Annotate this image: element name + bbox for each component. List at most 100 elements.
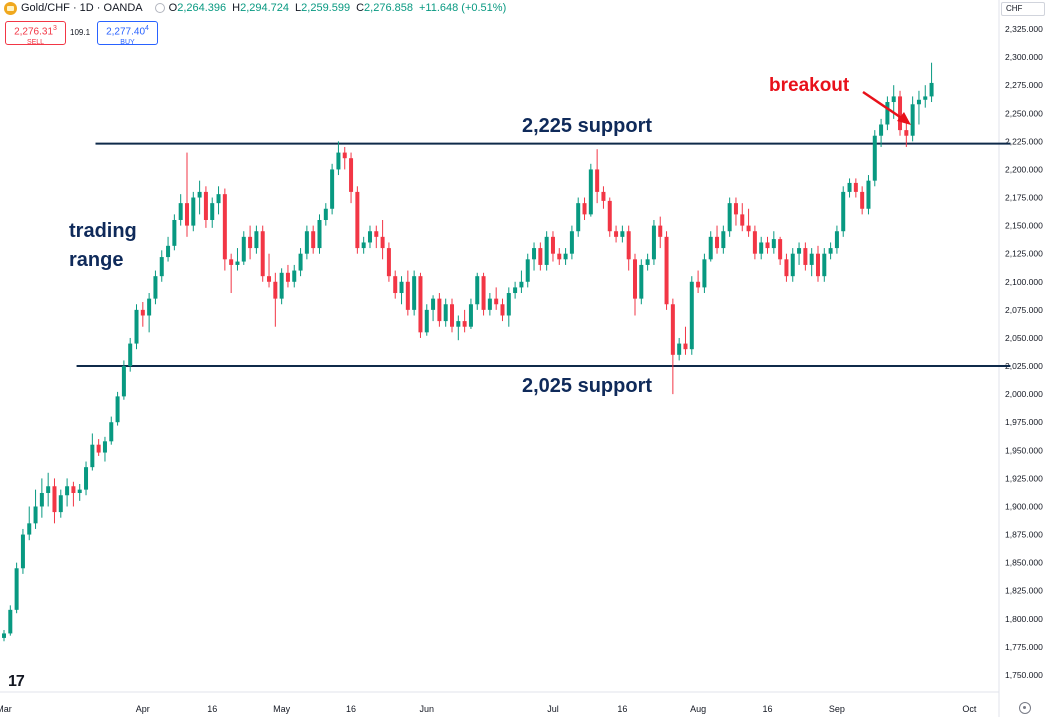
candle xyxy=(405,270,410,316)
candle-body xyxy=(841,191,846,232)
candle-body xyxy=(424,309,429,333)
candle-body xyxy=(52,486,57,513)
candle xyxy=(588,163,593,217)
candle xyxy=(898,90,903,136)
candle-body xyxy=(595,169,600,192)
candle xyxy=(500,298,505,322)
candle xyxy=(121,360,126,400)
candle xyxy=(14,562,19,614)
buy-button[interactable]: 2,277.404 BUY xyxy=(97,21,158,46)
candle xyxy=(708,231,713,262)
candle xyxy=(670,298,675,395)
candle-body xyxy=(229,259,234,265)
candle xyxy=(393,270,398,299)
price-tick-label: 2,100.000 xyxy=(1005,277,1043,287)
candle xyxy=(822,248,827,282)
trading-range-label: range xyxy=(69,249,123,271)
sell-label: SELL xyxy=(26,39,45,47)
candle xyxy=(664,231,669,310)
candle-body xyxy=(166,245,171,258)
candle-body xyxy=(727,203,732,232)
candle-body xyxy=(311,231,316,249)
price-tick-label: 2,150.000 xyxy=(1005,221,1043,231)
candle xyxy=(273,272,278,327)
candle-body xyxy=(159,257,164,277)
candle-body xyxy=(140,309,145,316)
visibility-icon[interactable] xyxy=(154,3,165,13)
candle-body xyxy=(367,231,372,243)
candle xyxy=(241,231,246,265)
candle xyxy=(910,96,915,142)
candle-body xyxy=(532,248,537,260)
candle-body xyxy=(740,214,745,226)
candle xyxy=(323,203,328,226)
low-label: L xyxy=(295,2,302,14)
candle xyxy=(229,253,234,294)
candle-body xyxy=(683,343,688,350)
candle xyxy=(134,304,139,350)
candle-body xyxy=(658,225,663,237)
candle-body xyxy=(77,489,82,493)
time-tick-label: Mar xyxy=(0,704,12,714)
price-tick-label: 1,775.000 xyxy=(1005,642,1043,652)
candle xyxy=(929,62,934,103)
candle-body xyxy=(128,343,133,367)
candle-body xyxy=(651,225,656,260)
candle-body xyxy=(828,248,833,254)
candle xyxy=(140,302,145,327)
high-value: 2,294.724 xyxy=(240,2,290,14)
candle xyxy=(20,528,25,574)
candle xyxy=(361,236,366,254)
candle-body xyxy=(916,99,921,105)
candle-body xyxy=(27,523,32,535)
candle-body xyxy=(418,276,423,333)
candle-body xyxy=(784,259,789,277)
candle-body xyxy=(197,191,202,198)
candle-body xyxy=(494,298,499,305)
candle-body xyxy=(898,96,903,131)
candle xyxy=(923,85,928,108)
candle-body xyxy=(670,304,675,355)
price-tick-label: 1,875.000 xyxy=(1005,530,1043,540)
candle xyxy=(191,191,196,232)
tradingview-logo-icon[interactable]: 17 xyxy=(8,673,25,690)
price-tick-label: 2,000.000 xyxy=(1005,389,1043,399)
candle xyxy=(178,194,183,226)
candle xyxy=(727,197,732,237)
candle xyxy=(90,433,95,471)
candle xyxy=(487,293,492,316)
candle-body xyxy=(475,276,480,305)
candle xyxy=(317,214,322,254)
candle-body xyxy=(626,231,631,260)
candle-body xyxy=(696,281,701,288)
candle xyxy=(412,270,417,316)
candle xyxy=(115,391,120,426)
candle xyxy=(304,225,309,260)
buy-price: 2,277.40 xyxy=(106,26,146,38)
currency-selector[interactable]: CHF xyxy=(1001,2,1045,16)
time-tick-label: May xyxy=(273,704,291,714)
candle-body xyxy=(115,396,120,423)
symbol-title[interactable]: Gold/CHF · 1D · OANDA xyxy=(21,2,143,14)
candle-body xyxy=(519,281,524,288)
sell-button[interactable]: 2,276.313 SELL xyxy=(5,21,66,47)
breakout-arrow xyxy=(862,90,904,121)
candle-body xyxy=(298,253,303,271)
candle-body xyxy=(342,152,347,159)
candle-body xyxy=(330,169,335,209)
candle-body xyxy=(879,124,884,136)
candle-body xyxy=(267,276,272,282)
candle xyxy=(733,197,738,226)
candle-body xyxy=(664,236,669,305)
candle xyxy=(853,178,858,198)
candle xyxy=(279,268,284,305)
candle-body xyxy=(563,253,568,260)
candle xyxy=(513,281,518,299)
settings-icon[interactable] xyxy=(1019,702,1031,714)
candle xyxy=(71,481,76,507)
candle xyxy=(506,287,511,327)
candle xyxy=(203,186,208,228)
candle-body xyxy=(109,422,114,442)
